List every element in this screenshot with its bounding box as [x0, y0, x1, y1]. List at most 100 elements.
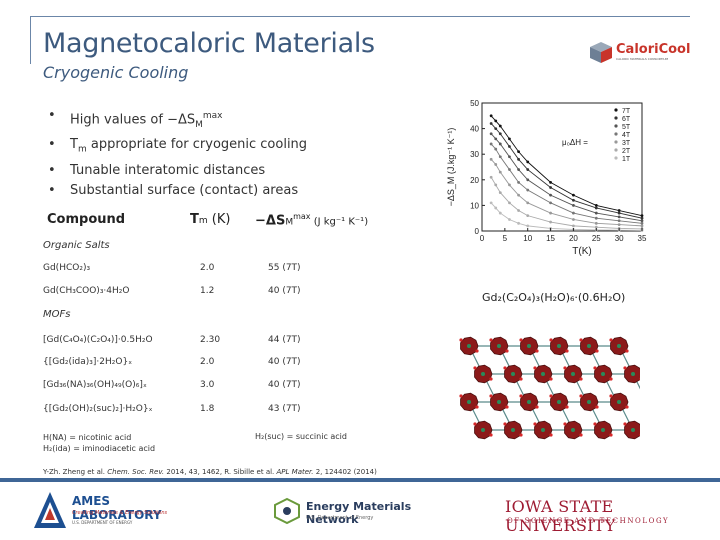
structure-gd-atom	[511, 428, 515, 432]
bullet-item: Tm appropriate for cryogenic cooling	[48, 135, 307, 160]
structure-oxygen-atom	[535, 405, 539, 409]
table-cell-entropy: 40 (7T)	[268, 286, 301, 296]
chart-data-point	[594, 206, 598, 210]
structure-oxygen-atom	[609, 377, 613, 381]
chart-data-point	[517, 221, 520, 225]
chart-plot-frame	[481, 102, 643, 232]
chart-data-point	[594, 216, 598, 220]
chart-y-axis-label: −ΔS_M (J.kg⁻¹ K⁻¹)	[446, 128, 456, 207]
chart-data-point	[526, 214, 530, 218]
chart-y-tick-label: 40	[470, 125, 479, 134]
structure-gd-atom	[497, 344, 501, 348]
table-cell-compound: Gd(HCO₂)₃	[43, 263, 91, 273]
chart-data-point	[494, 183, 498, 187]
chart-data-point	[640, 224, 644, 228]
structure-oxygen-atom	[593, 366, 597, 370]
ames-name: AMES LABORATORY	[72, 494, 162, 522]
chart-data-point	[498, 155, 502, 159]
chart-data-point	[489, 132, 493, 136]
footer-divider	[0, 478, 720, 482]
structure-oxygen-atom	[563, 366, 567, 370]
chart-data-point	[508, 137, 511, 141]
structure-oxygen-atom	[563, 422, 567, 426]
structure-oxygen-atom	[549, 433, 553, 437]
structure-gd-atom	[601, 372, 605, 376]
structure-gd-atom	[587, 400, 591, 404]
structure-oxygen-atom	[489, 433, 493, 437]
chart-data-point	[526, 178, 530, 182]
chart-data-point	[494, 147, 498, 151]
table-cell-compound: {[Gd₂(ida)₃]·2H₂O}ₓ	[43, 357, 133, 367]
bullet-list: High values of −ΔSMmax Tm appropriate fo…	[48, 106, 307, 202]
chart-data-point	[572, 224, 575, 228]
structure-oxygen-atom	[519, 433, 523, 437]
chart-data-point	[572, 218, 575, 221]
structure-oxygen-atom	[549, 377, 553, 381]
structure-oxygen-atom	[609, 433, 613, 437]
chart-data-point	[594, 204, 598, 207]
chart-x-tick-label: 10	[523, 234, 532, 243]
chart-data-point	[572, 198, 575, 202]
structure-oxygen-atom	[579, 338, 583, 342]
chart-x-tick-label: 20	[569, 234, 578, 243]
structure-oxygen-atom	[579, 377, 583, 381]
chart-data-point	[498, 170, 502, 174]
table-cell-entropy: 40 (7T)	[268, 380, 301, 390]
chart-legend-label: 3T	[622, 140, 631, 147]
page-subtitle: Cryogenic Cooling	[43, 63, 189, 82]
chart-legend-marker	[614, 132, 618, 136]
structure-gd-atom	[557, 400, 561, 404]
chart-data-point	[640, 219, 644, 223]
chart-data-point	[617, 215, 621, 219]
chart-x-tick-label: 15	[546, 234, 555, 243]
caloricool-name: CaloriCool	[616, 42, 691, 57]
chart-data-point	[549, 193, 552, 197]
chart-y-tick-label: 10	[470, 201, 479, 210]
chart-data-point	[549, 186, 552, 189]
structure-gd-atom	[617, 344, 621, 348]
chart-legend-label: 6T	[622, 116, 631, 123]
structure-oxygen-atom	[519, 338, 523, 342]
structure-oxygen-atom	[489, 377, 493, 381]
table-cell-tm: 2.30	[200, 335, 221, 345]
structure-oxygen-atom	[519, 394, 523, 398]
structure-gd-atom	[467, 344, 471, 348]
structure-oxygen-atom	[623, 366, 627, 370]
chart-legend-label: 2T	[622, 148, 631, 155]
chart-data-point	[526, 168, 530, 171]
chart-data-point	[526, 160, 530, 164]
structure-gd-atom	[601, 428, 605, 432]
chart-data-point	[508, 183, 511, 187]
chart-data-point	[549, 201, 552, 205]
ames-triangle-icon	[34, 492, 66, 528]
chart-data-point	[494, 119, 498, 123]
chart-data-point	[494, 127, 498, 130]
chart-data-point	[572, 211, 575, 215]
column-header-compound: Compound	[47, 212, 126, 227]
emn-subtitle: U.S. Department of Energy	[306, 515, 374, 521]
table-cell-entropy: 40 (7T)	[268, 357, 301, 367]
chart-data-point	[572, 204, 575, 207]
chart-data-point	[594, 221, 598, 225]
table-cell-compound: [Gd(C₄O₄)(C₂O₄)]·0.5H₂O	[43, 335, 153, 345]
caloricool-subtitle: CALORIC MATERIALS CONSORTIUM	[616, 57, 669, 61]
table-cell-compound: Gd(CH₃COO)₃·4H₂O	[43, 286, 130, 296]
chart-data-point	[617, 211, 621, 215]
table-cell-compound: [Gd₃₆(NA)₃₆(OH)₄₉(O)₆]ₓ	[43, 380, 147, 390]
structure-gd-atom	[497, 400, 501, 404]
chart-data-point	[489, 175, 493, 179]
chart-legend-marker	[614, 140, 618, 144]
structure-oxygen-atom	[639, 433, 640, 437]
chart-data-point	[594, 211, 598, 215]
structure-oxygen-atom	[623, 422, 627, 426]
crystal-structure-image	[459, 336, 640, 440]
chart-data-point	[549, 180, 552, 184]
structure-oxygen-atom	[625, 349, 629, 353]
chart-data-point	[517, 168, 520, 171]
chart-legend-marker	[614, 116, 618, 120]
structure-gd-atom	[541, 372, 545, 376]
section-label-mofs: MOFs	[43, 309, 71, 320]
column-header-tm: Tm (K)	[190, 212, 231, 227]
structure-oxygen-atom	[503, 422, 507, 426]
structure-gd-atom	[481, 372, 485, 376]
